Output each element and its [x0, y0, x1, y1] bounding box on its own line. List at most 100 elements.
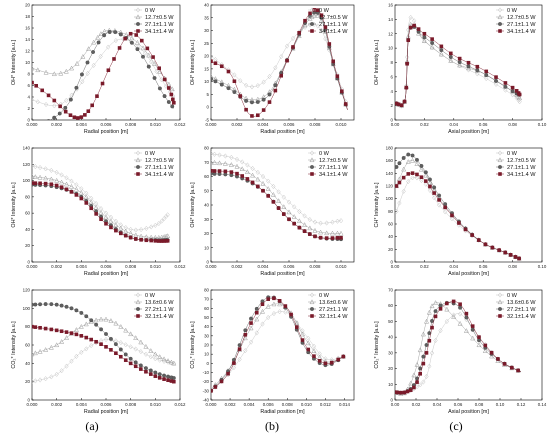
x-tick-label: 0.000 — [27, 264, 39, 269]
legend-entry: 27.1±1.1 W — [507, 22, 536, 28]
data-point — [107, 30, 112, 34]
data-point — [138, 363, 143, 368]
data-point — [213, 385, 218, 389]
data-point — [153, 356, 158, 362]
data-point — [255, 100, 260, 104]
data-point — [165, 233, 171, 238]
data-point — [510, 365, 514, 370]
legend: 0 W12.7±0.5 W27.1±1.1 W34.1±1.4 W — [496, 150, 536, 178]
data-point — [432, 195, 437, 201]
x-axis-label: Axial position [m] — [448, 409, 489, 415]
data-point — [140, 45, 146, 51]
data-point — [308, 232, 312, 236]
data-point — [423, 170, 428, 175]
data-point — [421, 38, 427, 43]
data-point — [37, 164, 43, 171]
data-point — [229, 154, 234, 161]
data-point — [33, 302, 38, 307]
series-line-0 — [32, 339, 174, 382]
data-point — [464, 311, 469, 316]
y-tick-label: 70 — [388, 288, 393, 293]
series-group — [32, 302, 177, 385]
data-point — [100, 81, 105, 86]
data-point — [282, 212, 286, 216]
x-tick-label: 0.06 — [454, 402, 463, 407]
x-axis-label: Radial position [m] — [84, 271, 129, 277]
data-point — [291, 45, 295, 49]
legend-marker — [497, 7, 503, 13]
y-tick-label: 20 — [388, 366, 393, 371]
data-point — [484, 75, 489, 82]
data-point — [32, 174, 38, 179]
data-point — [277, 309, 282, 315]
y-tick-label: 60 — [204, 306, 209, 311]
data-point — [428, 184, 432, 189]
data-point — [517, 95, 523, 101]
data-point — [410, 157, 416, 163]
data-point — [397, 161, 402, 166]
data-point — [157, 66, 161, 71]
data-point — [311, 348, 317, 353]
y-tick-label: -20 — [203, 379, 210, 384]
data-point — [418, 166, 424, 172]
plot-frame — [394, 147, 543, 263]
data-point — [421, 379, 426, 385]
data-point — [83, 113, 87, 117]
data-point — [223, 169, 228, 174]
data-point — [330, 219, 335, 225]
data-point — [211, 73, 214, 79]
data-point — [135, 47, 140, 52]
x-tick-label: 0.000 — [206, 122, 218, 127]
data-point — [134, 39, 140, 45]
data-point — [248, 325, 254, 331]
data-point — [213, 79, 218, 84]
data-point — [439, 48, 444, 53]
data-point — [33, 164, 38, 170]
data-point — [138, 349, 143, 355]
legend-entry: 13.6±0.6 W — [319, 300, 348, 306]
data-point — [103, 214, 109, 220]
data-point — [417, 347, 423, 353]
data-point — [273, 83, 278, 88]
data-point — [43, 376, 48, 382]
data-point — [128, 31, 133, 36]
series-line-3 — [396, 25, 521, 106]
data-point — [484, 73, 489, 77]
y-tick-label: 10 — [388, 382, 393, 387]
x-tick-label: 0.004 — [258, 264, 270, 269]
x-axis-label: Radial position [m] — [260, 409, 305, 415]
x-tick-label: 0.004 — [244, 402, 256, 407]
data-point — [266, 194, 270, 198]
data-point — [329, 230, 335, 236]
x-tick-label: 0.06 — [479, 264, 488, 269]
y-tick-label: 120 — [23, 288, 31, 293]
data-point — [32, 350, 38, 356]
data-point — [270, 191, 276, 197]
legend-entry: 27.1±1.1 W — [145, 165, 174, 171]
data-point — [49, 167, 54, 173]
data-point — [151, 55, 155, 59]
data-point — [32, 379, 35, 385]
legend-marker — [497, 157, 503, 163]
legend-marker — [135, 292, 141, 298]
legend-entry: 27.2±1.1 W — [319, 307, 348, 313]
legend-entry: 12.7±0.5 W — [145, 15, 174, 21]
data-point — [427, 331, 432, 336]
data-point — [448, 55, 453, 59]
legend-marker — [136, 314, 140, 318]
series-line-0 — [32, 38, 175, 107]
legend-entry: 13.6±0.6 W — [507, 300, 536, 306]
y-tick-label: -10 — [203, 370, 210, 375]
data-point — [73, 327, 79, 332]
legend-entry: 27.1±1.1 W — [319, 22, 348, 28]
legend: 0 W13.6±0.6 W27.2±1.1 W32.1±1.4 W — [134, 292, 174, 320]
data-point — [419, 164, 424, 168]
data-point — [171, 360, 177, 366]
x-tick-label: 0.00 — [391, 402, 400, 407]
x-tick-label: 0.010 — [301, 402, 313, 407]
data-point — [254, 310, 259, 315]
data-point — [335, 74, 340, 79]
data-point — [165, 358, 171, 363]
y-tick-label: 50 — [204, 315, 209, 320]
